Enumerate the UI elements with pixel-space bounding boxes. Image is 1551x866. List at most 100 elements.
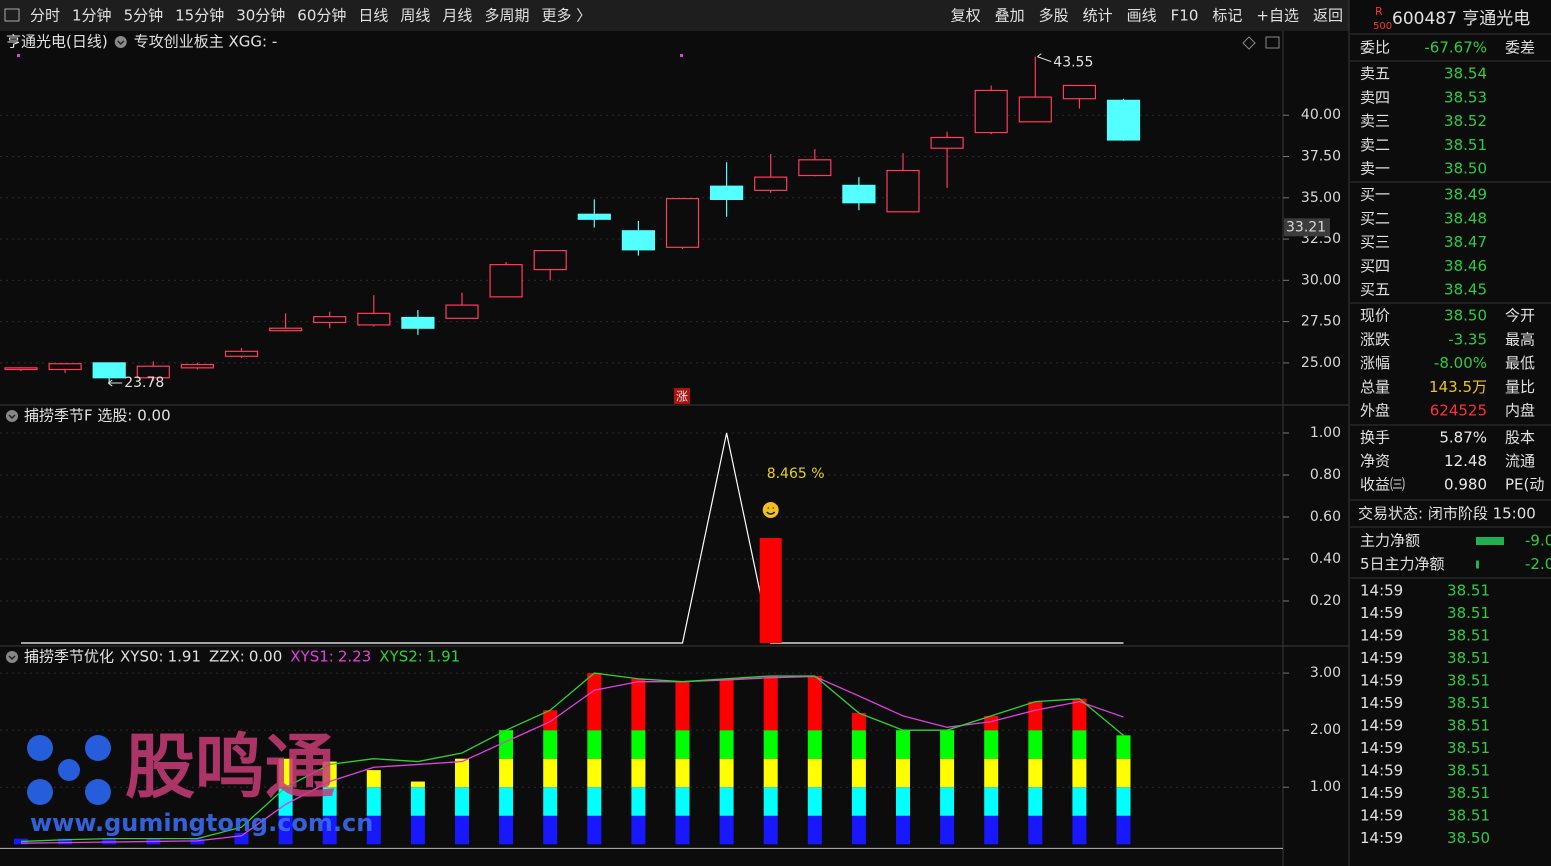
stat-value: -8.00% <box>1434 354 1487 372</box>
tick-price: 38.51 <box>1447 739 1490 757</box>
y-tick-label: 3.00 <box>1310 665 1341 681</box>
toolbar-button[interactable]: F10 <box>1171 7 1199 25</box>
tick-time: 14:59 <box>1360 649 1403 667</box>
tick-time: 14:59 <box>1360 672 1403 690</box>
legend-name: XYS0: <box>120 648 164 666</box>
toolbar-tab[interactable]: 月线 <box>442 7 472 25</box>
band-segment <box>631 787 646 816</box>
toggle-icon[interactable] <box>114 36 127 48</box>
tick-time: 14:59 <box>1360 807 1403 825</box>
tick-price: 38.51 <box>1447 807 1490 825</box>
flow-bar <box>1476 537 1504 545</box>
legend-value: 1.91 <box>168 648 201 666</box>
ratio-value: -67.67% <box>1424 39 1487 57</box>
stat-label: 涨跌 <box>1360 330 1390 348</box>
stat-value: -3.35 <box>1448 330 1487 348</box>
band-segment <box>1028 701 1043 731</box>
toolbar-tab[interactable]: 60分钟 <box>297 7 346 25</box>
band-segment <box>851 787 866 816</box>
panel-title: 捕捞季节F 选股: 0.00 <box>24 407 171 425</box>
ask-label: 卖一 <box>1360 160 1390 178</box>
signal-bar <box>759 538 782 643</box>
band-segment <box>366 815 381 845</box>
candle-body <box>533 250 567 271</box>
candle-body <box>754 176 788 191</box>
toolbar-button[interactable]: 标记 <box>1212 7 1242 25</box>
candle-body <box>269 327 303 332</box>
logo-dot <box>27 735 53 761</box>
band-segment <box>940 787 955 816</box>
band-segment <box>631 815 646 845</box>
band-segment <box>984 787 999 816</box>
band-segment <box>1028 730 1043 759</box>
band-segment <box>278 787 293 816</box>
band-segment <box>631 730 646 759</box>
toggle-icon[interactable] <box>6 410 18 422</box>
stat-value: 0.980 <box>1444 476 1487 494</box>
band-segment <box>1116 735 1131 759</box>
stat-right: 最低 <box>1505 354 1535 372</box>
band-segment <box>587 673 602 731</box>
chart-title: 亨通光电(日线) <box>6 33 108 51</box>
toolbar-button[interactable]: 统计 <box>1083 7 1113 25</box>
tick-price: 38.50 <box>1447 829 1490 847</box>
toolbar-tab[interactable]: 分时 <box>30 7 60 25</box>
stat-label: 净资 <box>1360 452 1390 470</box>
toolbar-tab[interactable]: 日线 <box>358 7 388 25</box>
stat-right: 股本 <box>1505 429 1535 447</box>
toolbar-button[interactable]: 叠加 <box>995 7 1025 25</box>
toolbar-button[interactable]: 返回 <box>1313 7 1343 25</box>
ask-label: 卖四 <box>1360 88 1390 106</box>
logo-dot <box>58 759 80 781</box>
panel-icon[interactable] <box>1265 36 1280 49</box>
toolbar-tab[interactable]: 5分钟 <box>124 7 164 25</box>
band-segment <box>455 787 469 816</box>
watermark-brand: 股鸣通 <box>125 726 335 808</box>
tick-time: 14:59 <box>1360 604 1403 622</box>
toolbar-button[interactable]: 画线 <box>1127 7 1157 25</box>
toolbar-button[interactable]: 复权 <box>951 7 981 25</box>
band-segment <box>58 838 73 845</box>
band-segment <box>763 675 778 731</box>
price-marker-label: 33.21 <box>1286 219 1326 235</box>
toolbar-tab[interactable]: 1分钟 <box>72 7 112 25</box>
toolbar-button[interactable]: 多股 <box>1039 7 1069 25</box>
band-segment <box>499 787 514 816</box>
panel-title: 捕捞季节优化 <box>24 648 114 666</box>
toolbar-tab[interactable]: 更多 〉 <box>541 7 591 25</box>
legend-name: XYS2: <box>379 648 423 666</box>
y-tick-label: 0.40 <box>1310 551 1341 567</box>
y-tick-label: 0.60 <box>1310 509 1341 525</box>
toolbar-tab[interactable]: 多周期 <box>484 7 529 25</box>
toolbar-tab[interactable]: 周线 <box>400 7 430 25</box>
band-segment <box>366 770 381 788</box>
band-segment <box>366 787 381 816</box>
toolbar-tab[interactable]: 30分钟 <box>236 7 285 25</box>
diamond-icon[interactable] <box>1242 36 1256 50</box>
stat-value: 624525 <box>1430 402 1487 420</box>
toolbar-button[interactable]: +自选 <box>1256 7 1299 25</box>
tick-time: 14:59 <box>1360 627 1403 645</box>
ask-label: 卖五 <box>1360 65 1390 83</box>
y-tick-label: 27.50 <box>1301 314 1341 330</box>
band-segment <box>543 815 558 845</box>
band-segment <box>1072 787 1087 816</box>
menu-icon[interactable] <box>4 8 20 22</box>
toggle-icon[interactable] <box>6 651 18 663</box>
band-segment <box>234 832 249 845</box>
stat-label: 换手 <box>1360 429 1390 447</box>
watermark-url: www.gumingtong.com.cn <box>30 809 373 837</box>
bar-label: 8.465 % <box>767 466 825 482</box>
band-segment <box>499 758 514 788</box>
toolbar-tab[interactable]: 15分钟 <box>175 7 224 25</box>
smiley <box>762 502 779 518</box>
candle-body <box>4 367 38 371</box>
low-label: 23.78 <box>124 375 164 391</box>
band-segment <box>587 758 602 788</box>
band-segment <box>896 815 910 845</box>
band-segment <box>851 758 866 788</box>
band-segment <box>763 815 778 845</box>
y-tick-label: 1.00 <box>1310 779 1341 795</box>
bid-price: 38.46 <box>1444 257 1487 275</box>
band-segment <box>455 815 469 845</box>
